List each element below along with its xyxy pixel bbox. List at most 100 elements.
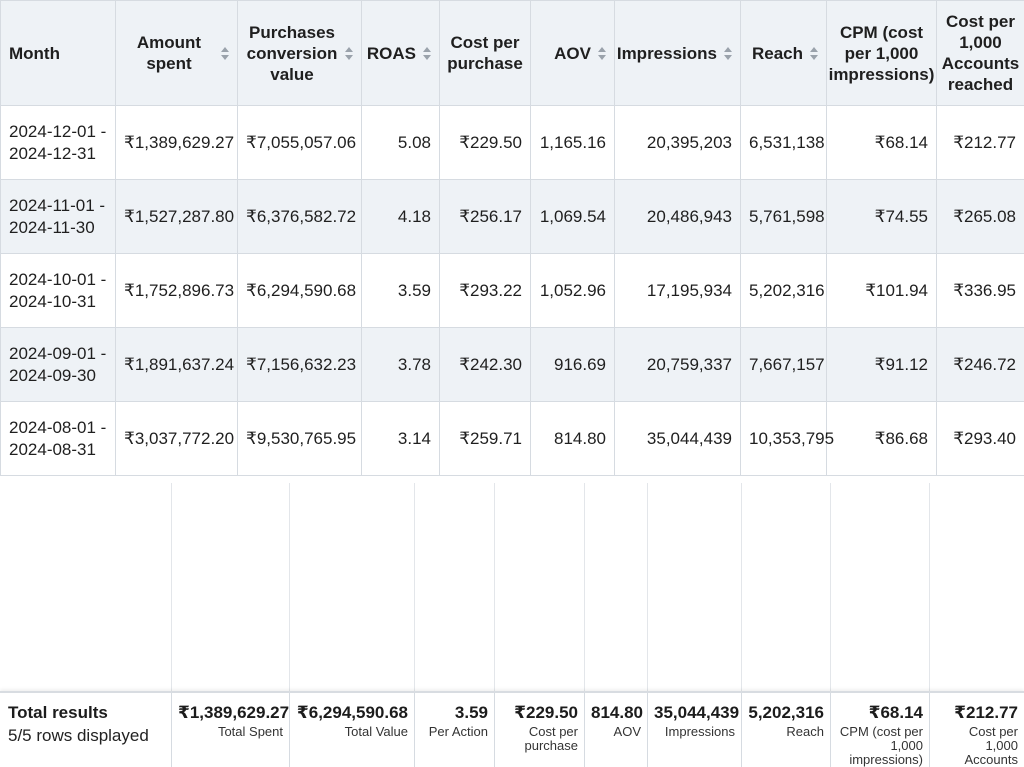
column-header-label: AOV: [554, 43, 591, 64]
cpm-cell: ₹68.14: [827, 106, 937, 180]
amount-spent-cell: ₹1,389,629.27: [116, 106, 238, 180]
cost-per-1000-reached-cell: ₹336.95: [937, 254, 1024, 328]
month-cell: 2024-12-01 - 2024-12-31: [1, 106, 116, 180]
column-header-label: ROAS: [367, 43, 416, 64]
conversion-value-cell: ₹9,530,765.95: [238, 402, 362, 476]
sort-icon[interactable]: [221, 47, 229, 60]
cost-per-purchase-cell: ₹293.22: [440, 254, 531, 328]
table-row: 2024-08-01 - 2024-08-31 ₹3,037,772.20 ₹9…: [1, 402, 1024, 476]
aov-cell: 1,165.16: [531, 106, 615, 180]
cost-per-1000-reached-label: Cost per 1,000 Accounts reached: [936, 725, 1018, 767]
impressions-value: 35,044,439: [654, 703, 735, 723]
column-divider: [929, 483, 930, 691]
total-cpm: ₹68.14 CPM (cost per 1,000 impressions): [830, 693, 929, 767]
column-header-label: Cost per 1,000 Accounts reached: [942, 11, 1019, 95]
sort-icon[interactable]: [598, 47, 606, 60]
aov-label: AOV: [591, 725, 641, 739]
column-header-label: Reach: [752, 43, 803, 64]
reach-value: 5,202,316: [748, 703, 824, 723]
aov-cell: 1,052.96: [531, 254, 615, 328]
column-divider: [414, 483, 415, 691]
amount-spent-cell: ₹3,037,772.20: [116, 402, 238, 476]
month-cell: 2024-08-01 - 2024-08-31: [1, 402, 116, 476]
column-header-cost-per-purchase[interactable]: Cost per purchase: [440, 1, 531, 106]
total-cost-per-purchase: ₹229.50 Cost per purchase: [494, 693, 584, 767]
sort-icon[interactable]: [423, 47, 431, 60]
table-row: 2024-11-01 - 2024-11-30 ₹1,527,287.80 ₹6…: [1, 180, 1024, 254]
total-value: ₹6,294,590.68 Total Value: [289, 693, 414, 767]
aov-cell: 814.80: [531, 402, 615, 476]
column-header-month[interactable]: Month: [1, 1, 116, 106]
amount-spent-cell: ₹1,752,896.73: [116, 254, 238, 328]
total-spent: ₹1,389,629.27 Total Spent: [171, 693, 289, 767]
column-header-amount-spent[interactable]: Amount spent: [116, 1, 238, 106]
reach-cell: 5,202,316: [741, 254, 827, 328]
column-divider: [647, 483, 648, 691]
aov-cell: 916.69: [531, 328, 615, 402]
column-header-cpm[interactable]: CPM (cost per 1,000 impressions): [827, 1, 937, 106]
reach-cell: 6,531,138: [741, 106, 827, 180]
table-row: 2024-10-01 - 2024-10-31 ₹1,752,896.73 ₹6…: [1, 254, 1024, 328]
results-table: Month Amount spent Purchases conversion …: [0, 0, 1024, 476]
aov-cell: 1,069.54: [531, 180, 615, 254]
table-row: 2024-12-01 - 2024-12-31 ₹1,389,629.27 ₹7…: [1, 106, 1024, 180]
impressions-cell: 20,759,337: [615, 328, 741, 402]
cpm-cell: ₹101.94: [827, 254, 937, 328]
total-impressions: 35,044,439 Impressions: [647, 693, 741, 767]
impressions-cell: 20,395,203: [615, 106, 741, 180]
per-action-label: Per Action: [421, 725, 488, 739]
per-action-value: 3.59: [421, 703, 488, 723]
cpm-cell: ₹74.55: [827, 180, 937, 254]
cost-per-purchase-cell: ₹242.30: [440, 328, 531, 402]
total-per-action: 3.59 Per Action: [414, 693, 494, 767]
cost-per-1000-reached-cell: ₹293.40: [937, 402, 1024, 476]
cpm-cell: ₹91.12: [827, 328, 937, 402]
cost-per-purchase-label: Cost per purchase: [501, 725, 578, 753]
conversion-value-cell: ₹7,055,057.06: [238, 106, 362, 180]
column-divider: [584, 483, 585, 691]
month-cell: 2024-09-01 - 2024-09-30: [1, 328, 116, 402]
month-cell: 2024-10-01 - 2024-10-31: [1, 254, 116, 328]
cost-per-purchase-cell: ₹229.50: [440, 106, 531, 180]
conversion-value-cell: ₹6,294,590.68: [238, 254, 362, 328]
column-header-impressions[interactable]: Impressions: [615, 1, 741, 106]
totals-title: Total results: [8, 703, 165, 723]
impressions-cell: 20,486,943: [615, 180, 741, 254]
reach-label: Reach: [748, 725, 824, 739]
column-header-label: Cost per purchase: [447, 32, 523, 74]
aov-value: 814.80: [591, 703, 641, 723]
month-cell: 2024-11-01 - 2024-11-30: [1, 180, 116, 254]
impressions-cell: 17,195,934: [615, 254, 741, 328]
cpm-label: CPM (cost per 1,000 impressions): [837, 725, 923, 767]
cost-per-1000-reached-cell: ₹246.72: [937, 328, 1024, 402]
sort-icon[interactable]: [724, 47, 732, 60]
sort-icon[interactable]: [345, 47, 353, 60]
cpm-cell: ₹86.68: [827, 402, 937, 476]
column-header-label: Amount spent: [124, 32, 214, 74]
results-table-container: Month Amount spent Purchases conversion …: [0, 0, 1024, 476]
column-header-label: Purchases conversion value: [246, 22, 338, 85]
total-value-value: ₹6,294,590.68: [296, 703, 408, 723]
reach-cell: 5,761,598: [741, 180, 827, 254]
conversion-value-cell: ₹7,156,632.23: [238, 328, 362, 402]
table-header-row: Month Amount spent Purchases conversion …: [1, 1, 1024, 106]
sort-icon[interactable]: [810, 47, 818, 60]
column-header-purchases-conversion-value[interactable]: Purchases conversion value: [238, 1, 362, 106]
impressions-label: Impressions: [654, 725, 735, 739]
totals-bar: Total results 5/5 rows displayed ₹1,389,…: [0, 691, 1024, 767]
amount-spent-cell: ₹1,527,287.80: [116, 180, 238, 254]
column-header-aov[interactable]: AOV: [531, 1, 615, 106]
column-header-cost-per-1000-reached[interactable]: Cost per 1,000 Accounts reached: [937, 1, 1024, 106]
column-header-reach[interactable]: Reach: [741, 1, 827, 106]
total-reach: 5,202,316 Reach: [741, 693, 830, 767]
cost-per-1000-reached-cell: ₹212.77: [937, 106, 1024, 180]
conversion-value-cell: ₹6,376,582.72: [238, 180, 362, 254]
cpm-value: ₹68.14: [837, 703, 923, 723]
impressions-cell: 35,044,439: [615, 402, 741, 476]
cost-per-purchase-value: ₹229.50: [501, 703, 578, 723]
column-header-roas[interactable]: ROAS: [362, 1, 440, 106]
column-header-label: Impressions: [617, 43, 717, 64]
roas-cell: 3.59: [362, 254, 440, 328]
column-header-label: CPM (cost per 1,000 impressions): [829, 22, 935, 85]
cost-per-purchase-cell: ₹256.17: [440, 180, 531, 254]
